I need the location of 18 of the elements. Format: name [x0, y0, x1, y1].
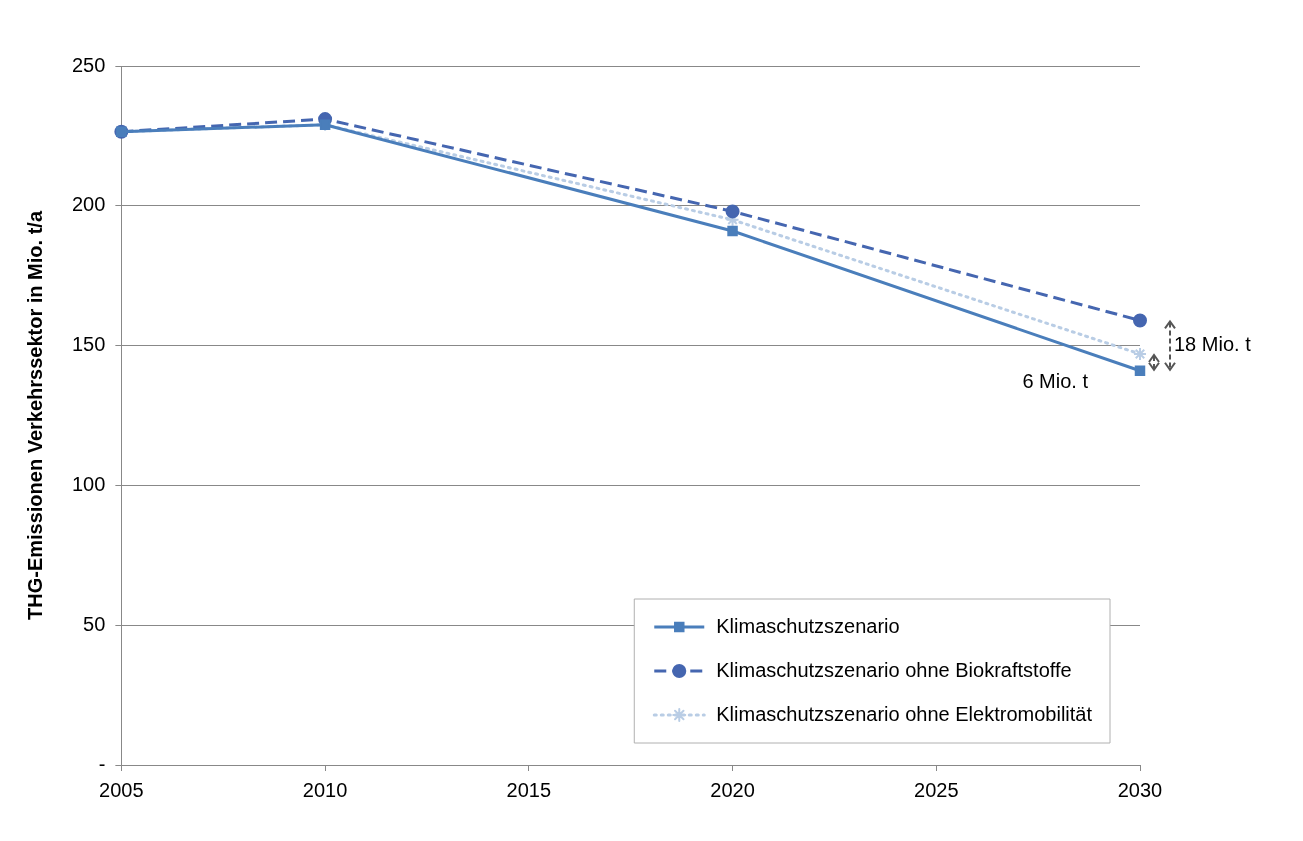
y-tick-label: 250: [71, 53, 106, 76]
x-tick-label: 2025: [914, 778, 959, 801]
y-axis-title: THG-Emissionen Verkehrssektor in Mio. t/a: [23, 210, 46, 621]
y-tick-label: 50: [83, 612, 106, 635]
y-tick-label: 100: [71, 472, 106, 495]
annotation: 6 Mio. t: [1022, 369, 1089, 392]
y-tick-label: 150: [71, 333, 106, 356]
x-tick-label: 2030: [1117, 778, 1163, 801]
legend-label: Klimaschutzszenario: [716, 614, 900, 637]
x-tick-label: 2005: [99, 778, 144, 801]
x-tick-label: 2015: [506, 778, 552, 801]
annotation: 18 Mio. t: [1174, 333, 1252, 356]
x-tick-label: 2010: [302, 778, 348, 801]
y-tick-label: -: [98, 752, 106, 775]
y-tick-label: 200: [71, 193, 106, 216]
legend-label: Klimaschutzszenario ohne Elektromobilität: [716, 702, 1093, 725]
legend-label: Klimaschutzszenario ohne Biokraftstoffe: [716, 658, 1072, 681]
x-tick-label: 2020: [710, 778, 755, 801]
